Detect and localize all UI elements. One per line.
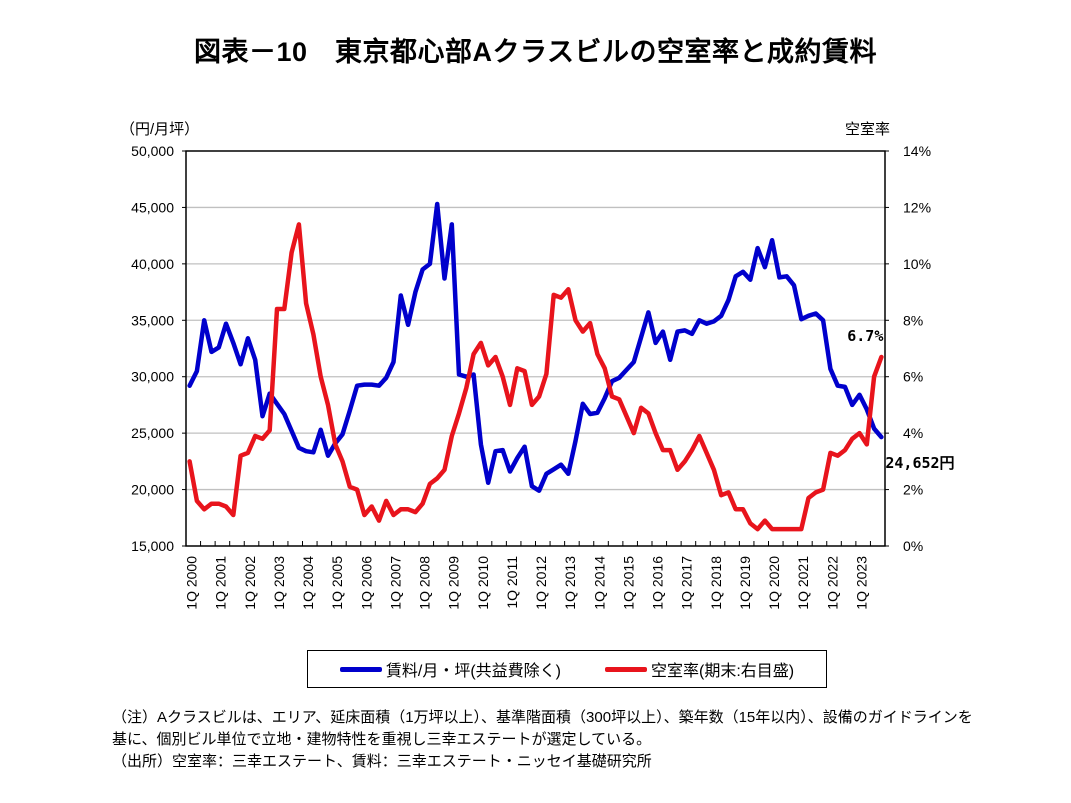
chart-title: 図表－10 東京都心部Aクラスビルの空室率と成約賃料 bbox=[194, 37, 877, 67]
x-tick-label: 1Q 2012 bbox=[533, 556, 549, 610]
legend: 賃料/月・坪(共益費除く) 空室率(期末:右目盛) bbox=[307, 650, 827, 688]
x-tick-label: 1Q 2022 bbox=[824, 556, 840, 610]
y-tick-label: 50,000 bbox=[131, 143, 174, 159]
annotations: 24,652円 6.7% bbox=[847, 327, 954, 472]
plot-frame bbox=[185, 150, 886, 547]
x-tick-label: 1Q 2002 bbox=[242, 556, 258, 610]
x-tick-label: 1Q 2019 bbox=[737, 556, 753, 610]
x-tick-label: 1Q 2001 bbox=[213, 556, 229, 610]
y2-tick-label: 12% bbox=[903, 199, 931, 215]
x-tick-label: 1Q 2004 bbox=[300, 556, 316, 610]
x-tick-label: 1Q 2017 bbox=[679, 556, 695, 610]
x-tick-label: 1Q 2014 bbox=[591, 556, 607, 610]
legend-swatch-vacancy bbox=[605, 666, 647, 672]
y2-tick-label: 0% bbox=[903, 538, 923, 554]
x-tick-label: 1Q 2008 bbox=[417, 556, 433, 610]
y2-tick-label: 4% bbox=[903, 425, 923, 441]
x-tick-label: 1Q 2016 bbox=[650, 556, 666, 610]
x-tick-label: 1Q 2013 bbox=[562, 556, 578, 610]
legend-swatch-rent bbox=[339, 666, 382, 672]
legend-label-vacancy: 空室率(期末:右目盛) bbox=[651, 663, 795, 680]
note-line: 基に、個別ビル単位で立地・建物特性を重視し三幸エステートが選定している。 bbox=[112, 731, 652, 748]
x-tick-label: 1Q 2005 bbox=[329, 556, 345, 610]
x-tick-label: 1Q 2007 bbox=[387, 556, 403, 610]
y2-tick-label: 10% bbox=[903, 256, 931, 272]
x-tick-label: 1Q 2020 bbox=[766, 556, 782, 610]
x-tick-label: 1Q 2018 bbox=[708, 556, 724, 610]
vacancy-end-label: 6.7% bbox=[847, 327, 883, 345]
x-tick-label: 1Q 2015 bbox=[620, 556, 636, 610]
y2-tick-label: 6% bbox=[903, 369, 923, 385]
y2-tick-label: 14% bbox=[903, 143, 931, 159]
x-tick-label: 1Q 2006 bbox=[358, 556, 374, 610]
y-tick-label: 35,000 bbox=[131, 312, 174, 328]
y2-tick-label: 2% bbox=[903, 482, 923, 498]
x-tick-label: 1Q 2021 bbox=[795, 556, 811, 610]
x-tick-label: 1Q 2010 bbox=[475, 556, 491, 610]
x-tick-label: 1Q 2003 bbox=[271, 556, 287, 610]
left-axis-unit: （円/月坪） bbox=[120, 121, 200, 138]
y-tick-label: 25,000 bbox=[131, 425, 174, 441]
y-tick-label: 20,000 bbox=[131, 482, 174, 498]
right-axis-unit: 空室率 bbox=[845, 121, 891, 138]
y-tick-label: 15,000 bbox=[131, 538, 174, 554]
x-tick-label: 1Q 2000 bbox=[184, 556, 200, 610]
rent-line bbox=[187, 201, 884, 493]
legend-item-rent: 賃料/月・坪(共益費除く) bbox=[339, 657, 561, 681]
y-tick-label: 45,000 bbox=[131, 199, 174, 215]
legend-label-rent: 賃料/月・坪(共益費除く) bbox=[385, 663, 561, 680]
right-axis-ticks: 0% 2% 4% 6% 8% 10% 12% 14% bbox=[885, 143, 931, 554]
y-tick-label: 30,000 bbox=[131, 369, 174, 385]
rent-end-label: 24,652円 bbox=[885, 454, 954, 472]
y-tick-label: 40,000 bbox=[131, 256, 174, 272]
note-line: （出所）空室率：三幸エステート、賃料：三幸エステート・ニッセイ基礎研究所 bbox=[112, 753, 652, 770]
x-tick-label: 1Q 2009 bbox=[446, 556, 462, 610]
chart-svg: 15,000 20,000 25,000 30,000 35,000 40,000 45,0… bbox=[131, 143, 954, 610]
x-axis-ticks: 1Q 2000 1Q 2001 1Q 2002 1Q 2003 1Q 2004 1Q 20… bbox=[184, 541, 886, 610]
gridlines bbox=[186, 206, 885, 491]
y2-tick-label: 8% bbox=[903, 312, 923, 328]
series-lines bbox=[187, 201, 884, 532]
note-line: （注）Aクラスビルは、エリア、延床面積（1万坪以上）、基準階面積（300坪以上）… bbox=[112, 709, 973, 726]
x-tick-label: 1Q 2011 bbox=[504, 556, 520, 609]
notes: （注）Aクラスビルは、エリア、延床面積（1万坪以上）、基準階面積（300坪以上）… bbox=[112, 707, 973, 773]
legend-item-vacancy: 空室率(期末:右目盛) bbox=[605, 657, 794, 681]
vacancy-line bbox=[187, 222, 884, 532]
x-tick-label: 1Q 2023 bbox=[853, 556, 869, 610]
left-axis-ticks: 15,000 20,000 25,000 30,000 35,000 40,000 45,0… bbox=[131, 143, 186, 554]
